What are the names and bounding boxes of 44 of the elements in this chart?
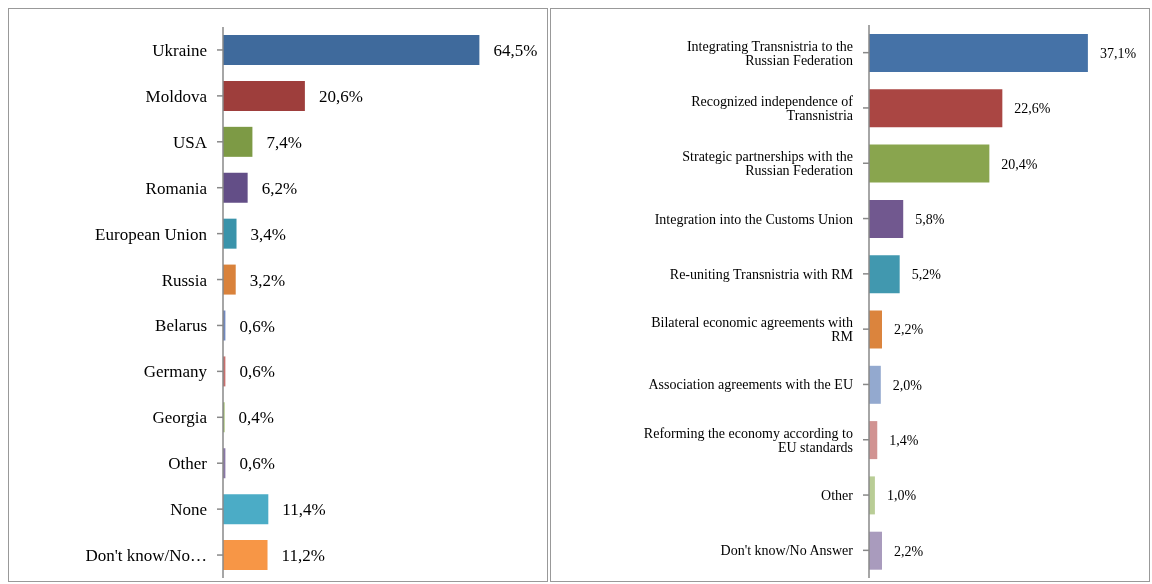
y-tick-label: Bilateral economic agreements with RM	[651, 315, 854, 345]
data-label: 0,4%	[238, 408, 275, 428]
y-tick-label: Germany	[143, 362, 208, 382]
data-label: 20,6%	[318, 86, 363, 106]
data-label: 0,6%	[239, 316, 275, 336]
data-label: 7,4%	[266, 132, 302, 152]
data-label: 5,8%	[915, 211, 945, 227]
data-label: 6,2%	[261, 178, 298, 198]
y-tick-label: Reforming the economy according to EU standards	[643, 425, 853, 455]
data-label: 37,1%	[1099, 45, 1137, 61]
data-label: 11,4%	[282, 500, 326, 520]
y-tick-label: Integrating Transnistria to the Russian Federation	[686, 38, 853, 68]
y-tick-label: Romania	[145, 178, 208, 198]
y-tick-label: Integration into the Customs Union	[654, 211, 853, 227]
data-label: 11,2%	[281, 546, 325, 566]
y-tick-label: Other	[821, 488, 854, 504]
y-tick-label: None	[170, 500, 207, 520]
y-tick-label: Georgia	[152, 408, 208, 428]
y-tick-label: Other	[168, 454, 208, 474]
y-tick-label: USA	[172, 132, 208, 152]
data-label: 3,4%	[250, 224, 286, 244]
y-tick-label: Strategic partnerships with the Russian Federation	[682, 149, 853, 179]
data-label: 2,0%	[892, 377, 923, 393]
y-tick-label: Association agreements with the EU	[648, 377, 853, 393]
data-label: 3,2%	[249, 270, 286, 290]
data-label: 0,6%	[239, 454, 275, 474]
data-label: 2,2%	[893, 322, 924, 338]
data-label: 2,2%	[893, 543, 924, 559]
data-label: 20,4%	[1001, 156, 1038, 172]
y-tick-label: Don't know/No…	[85, 546, 207, 566]
data-label: 5,2%	[911, 267, 942, 283]
data-label: 0,6%	[239, 362, 275, 382]
y-tick-label: Moldova	[145, 86, 208, 106]
y-tick-label: Russia	[161, 270, 208, 290]
y-tick-label: Belarus	[155, 316, 207, 336]
data-label: 1,4%	[889, 433, 919, 449]
data-label: 64,5%	[493, 41, 538, 61]
y-tick-label: Don't know/No Answer	[720, 543, 854, 559]
y-tick-label: Re-uniting Transnistria with RM	[669, 266, 854, 282]
y-tick-label: European Union	[95, 224, 208, 244]
y-tick-label: Recognized independence of Transnistria	[691, 93, 854, 123]
data-label: 1,0%	[886, 488, 917, 504]
y-tick-label: Ukraine	[152, 40, 207, 60]
data-label: 22,6%	[1014, 101, 1051, 117]
